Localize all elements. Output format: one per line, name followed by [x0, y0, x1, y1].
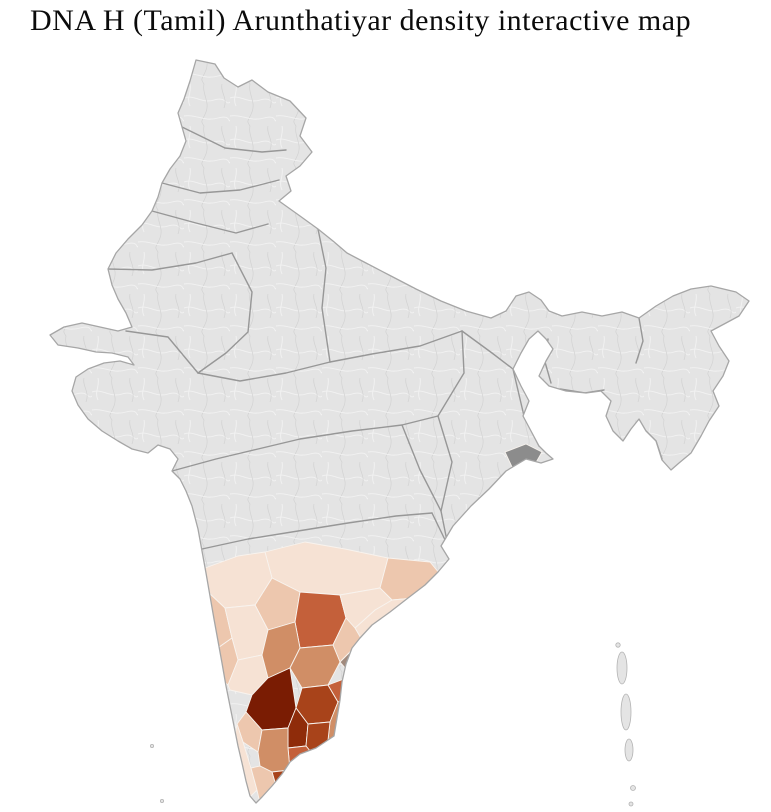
island[interactable] [630, 785, 636, 791]
district[interactable] [337, 689, 361, 733]
island[interactable] [149, 744, 154, 749]
lakshadweep-islands[interactable] [149, 744, 164, 804]
island[interactable] [615, 642, 621, 648]
district[interactable] [257, 727, 291, 773]
page-title: DNA H (Tamil) Arunthatiyar density inter… [30, 4, 692, 37]
island[interactable] [616, 651, 628, 685]
island[interactable] [159, 799, 164, 804]
andaman-nicobar-islands[interactable] [615, 642, 636, 807]
island[interactable] [620, 693, 632, 731]
district-boundaries-texture [50, 60, 749, 803]
island[interactable] [628, 801, 634, 807]
island[interactable] [624, 738, 634, 762]
